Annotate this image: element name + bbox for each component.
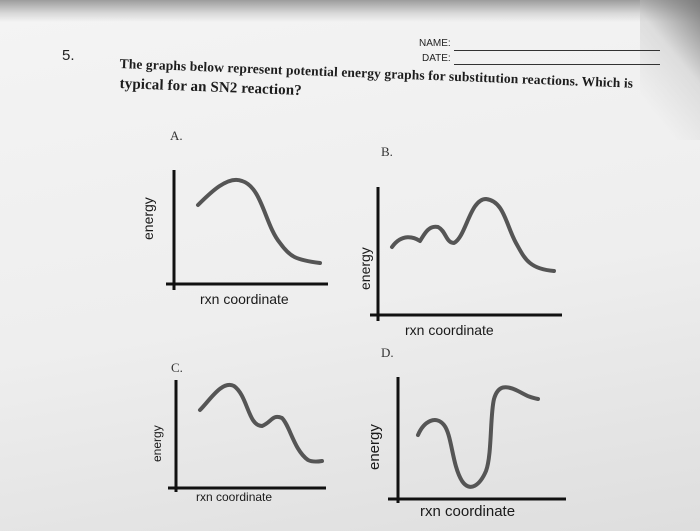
question-number: 5. bbox=[62, 47, 75, 64]
graph-b-curve bbox=[390, 197, 556, 273]
graph-c-curve bbox=[198, 382, 324, 464]
date-label: DATE: bbox=[422, 53, 451, 64]
graph-b-letter: B. bbox=[381, 144, 393, 159]
graph-a-x-label: rxn coordinate bbox=[200, 291, 289, 307]
graph-a-curve bbox=[196, 177, 322, 265]
corner-shadow bbox=[640, 0, 700, 140]
graph-d-letter: D. bbox=[381, 345, 394, 360]
graph-d-curve bbox=[416, 385, 540, 489]
top-shadow bbox=[0, 0, 700, 22]
graph-c-letter: C. bbox=[171, 360, 183, 375]
name-line bbox=[454, 50, 660, 51]
graph-c-y-label: energy bbox=[150, 425, 164, 462]
graph-a[interactable] bbox=[150, 165, 340, 295]
graph-c[interactable] bbox=[158, 370, 338, 495]
graph-b-x-label: rxn coordinate bbox=[405, 322, 494, 338]
graph-d[interactable] bbox=[378, 375, 573, 505]
date-line bbox=[454, 64, 660, 65]
graph-b[interactable] bbox=[358, 185, 568, 325]
graph-a-letter: A. bbox=[170, 128, 183, 143]
name-label: NAME: bbox=[419, 38, 451, 49]
graph-c-x-label: rxn coordinate bbox=[196, 490, 273, 504]
graph-d-y-label: energy bbox=[366, 424, 383, 470]
graph-d-x-label: rxn coordinate bbox=[420, 503, 516, 520]
graph-b-y-label: energy bbox=[357, 247, 373, 290]
graph-a-y-label: energy bbox=[140, 197, 156, 240]
